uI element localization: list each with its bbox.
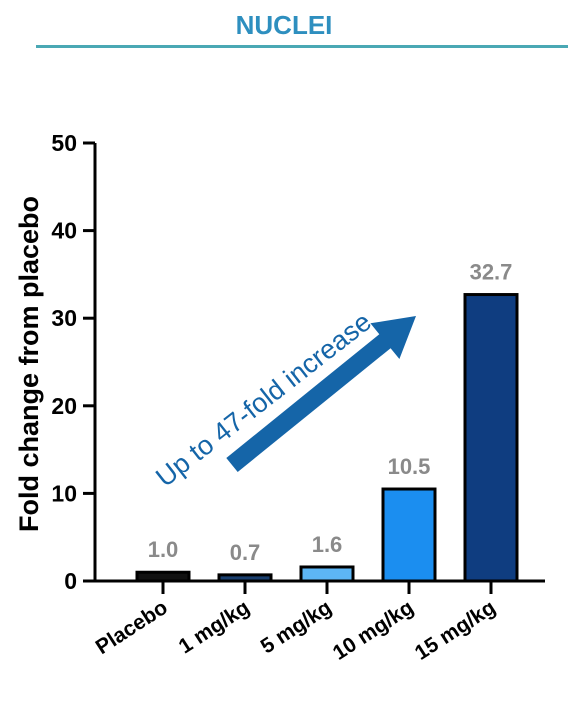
y-axis: 0 10 20 30 40 50 (51, 130, 97, 594)
bar-15-mg-kg (463, 293, 519, 583)
y-tick-label: 10 (51, 480, 77, 506)
annotation: Up to 47-fold increase (150, 306, 416, 493)
bar-5-mg-kg (299, 565, 355, 583)
increase-arrow (226, 316, 416, 472)
value-label: 1.6 (312, 532, 343, 557)
value-label: 1.0 (148, 537, 179, 562)
value-label: 0.7 (230, 540, 261, 565)
value-labels: 1.0 0.7 1.6 10.5 32.7 (148, 260, 513, 565)
value-label: 10.5 (388, 454, 431, 479)
title-divider (36, 45, 568, 48)
value-label: 32.7 (470, 260, 513, 285)
y-axis-label: Fold change from placebo (14, 196, 44, 532)
x-tick-label: 10 mg/kg (329, 596, 418, 665)
x-tick-label: 5 mg/kg (257, 596, 336, 659)
bar-10-mg-kg (381, 487, 437, 583)
chart-title: NUCLEI (235, 10, 333, 40)
x-tick-label: 15 mg/kg (411, 596, 500, 665)
y-tick-label: 30 (51, 305, 77, 331)
annotation-text: Up to 47-fold increase (150, 306, 377, 492)
y-tick-label: 50 (51, 130, 77, 156)
y-tick-label: 20 (51, 393, 77, 419)
bars (135, 293, 519, 583)
x-tick-label: 1 mg/kg (175, 596, 254, 659)
y-tick-label: 0 (64, 568, 77, 594)
y-tick-label: 40 (51, 218, 77, 244)
x-tick-label: Placebo (92, 596, 172, 659)
